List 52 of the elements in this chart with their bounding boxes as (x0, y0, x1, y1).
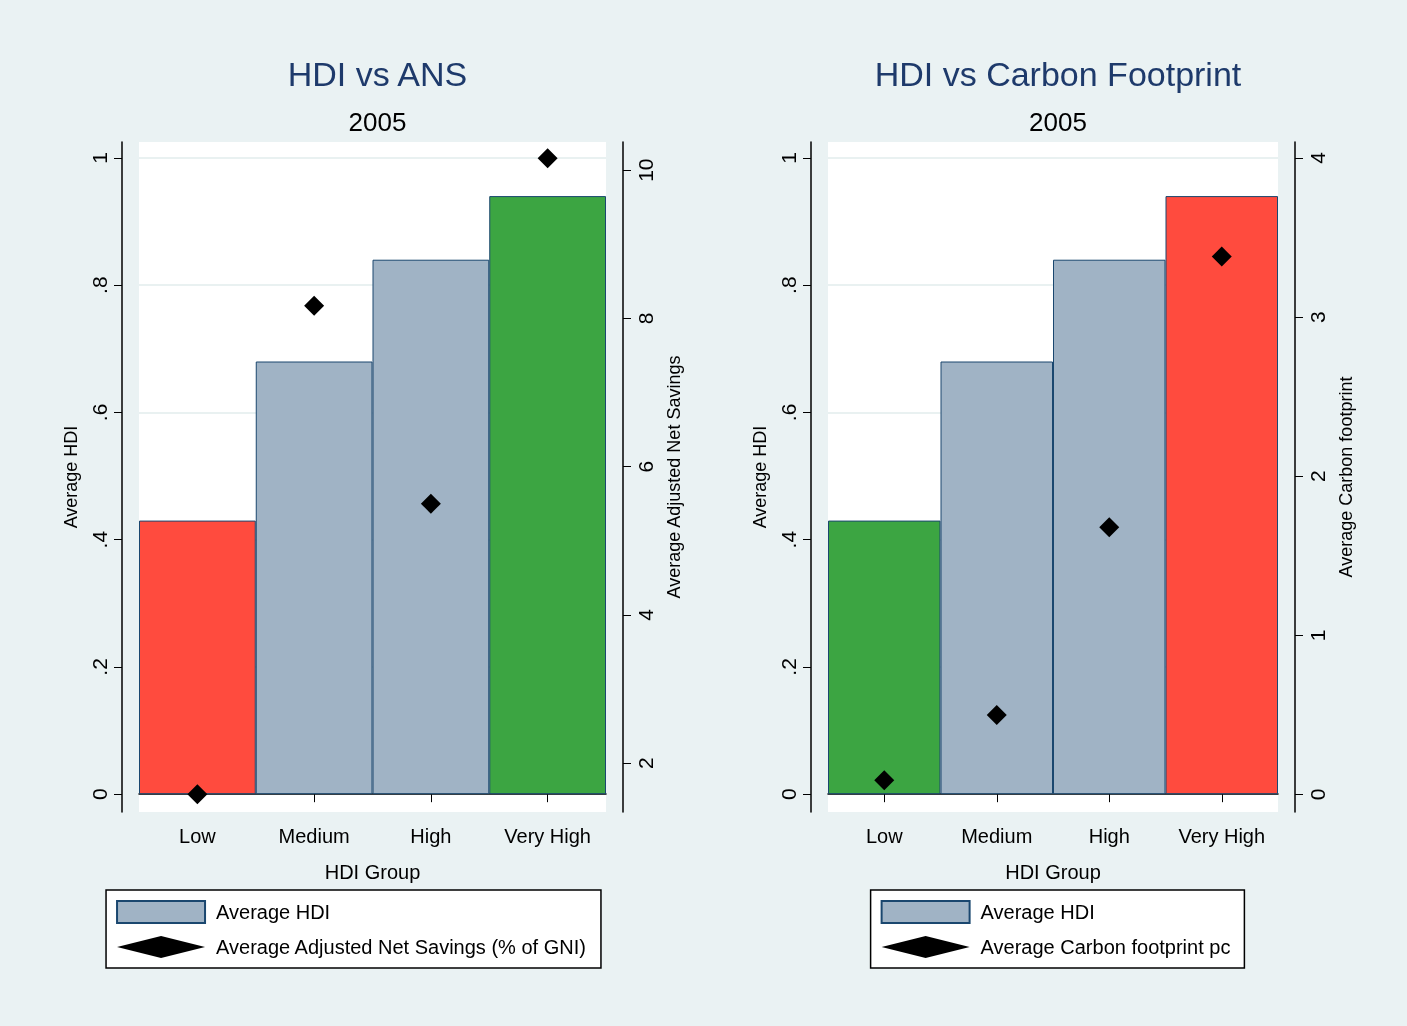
x-tick-label: Medium (278, 825, 350, 847)
y2-axis-title: Average Adjusted Net Savings (664, 355, 684, 599)
y2-tick-label: 6 (634, 460, 657, 473)
legend-label: Average Adjusted Net Savings (% of GNI) (216, 936, 586, 958)
y2-tick-label: 1 (1306, 629, 1329, 642)
y-axis-title: Average HDI (61, 425, 81, 529)
point (1211, 246, 1232, 267)
y2-tick-label: 3 (1306, 311, 1329, 323)
y2-axis-title: Average Carbon footprint (1336, 376, 1356, 578)
legend-label: Average HDI (980, 901, 1095, 923)
y-tick-label: .6 (777, 403, 800, 422)
x-tick-label: Very High (1178, 825, 1266, 847)
y-tick-label: .4 (777, 530, 800, 549)
chart-title: HDI vs ANS (287, 55, 468, 93)
y-tick-label: 0 (777, 788, 800, 801)
legend-label: Average Carbon footprint pc (980, 936, 1231, 958)
y2-tick-label: 8 (634, 312, 657, 325)
point (187, 784, 208, 805)
y-tick-label: 0 (88, 788, 111, 801)
y2-tick-label: 10 (634, 158, 657, 182)
x-tick-label: Medium (961, 825, 1033, 847)
y2-tick-label: 4 (1306, 151, 1329, 164)
x-axis-title: HDI Group (1005, 861, 1101, 883)
y-tick-label: .4 (88, 530, 111, 549)
y2-tick-label: 4 (634, 608, 657, 621)
x-tick-label: Low (179, 825, 217, 847)
x-tick-label: Very High (504, 825, 591, 847)
legend-label: Average HDI (216, 901, 331, 923)
y-tick-label: .8 (777, 276, 800, 294)
point (986, 704, 1007, 725)
x-tick-label: High (410, 825, 452, 847)
y2-tick-label: 2 (634, 757, 657, 769)
chart-subtitle: 2005 (348, 107, 407, 137)
point (537, 148, 558, 169)
x-tick-label: Low (865, 825, 904, 847)
x-tick-label: High (1088, 825, 1130, 847)
y-tick-label: 1 (777, 152, 800, 164)
y-tick-label: .6 (88, 403, 111, 422)
y-axis-title: Average HDI (750, 425, 770, 529)
point (1099, 517, 1120, 538)
y2-tick-label: 2 (1306, 470, 1329, 483)
y-tick-label: 1 (88, 152, 111, 164)
y-tick-label: .8 (88, 276, 111, 294)
y2-tick-label: 0 (1306, 788, 1329, 801)
chart-subtitle: 2005 (1029, 107, 1087, 137)
point (304, 295, 325, 316)
chart-title: HDI vs Carbon Footprint (874, 55, 1242, 93)
x-axis-title: HDI Group (324, 861, 421, 883)
point (874, 770, 895, 791)
point (420, 493, 441, 514)
y-tick-label: .2 (777, 658, 800, 676)
y-tick-label: .2 (88, 658, 111, 676)
